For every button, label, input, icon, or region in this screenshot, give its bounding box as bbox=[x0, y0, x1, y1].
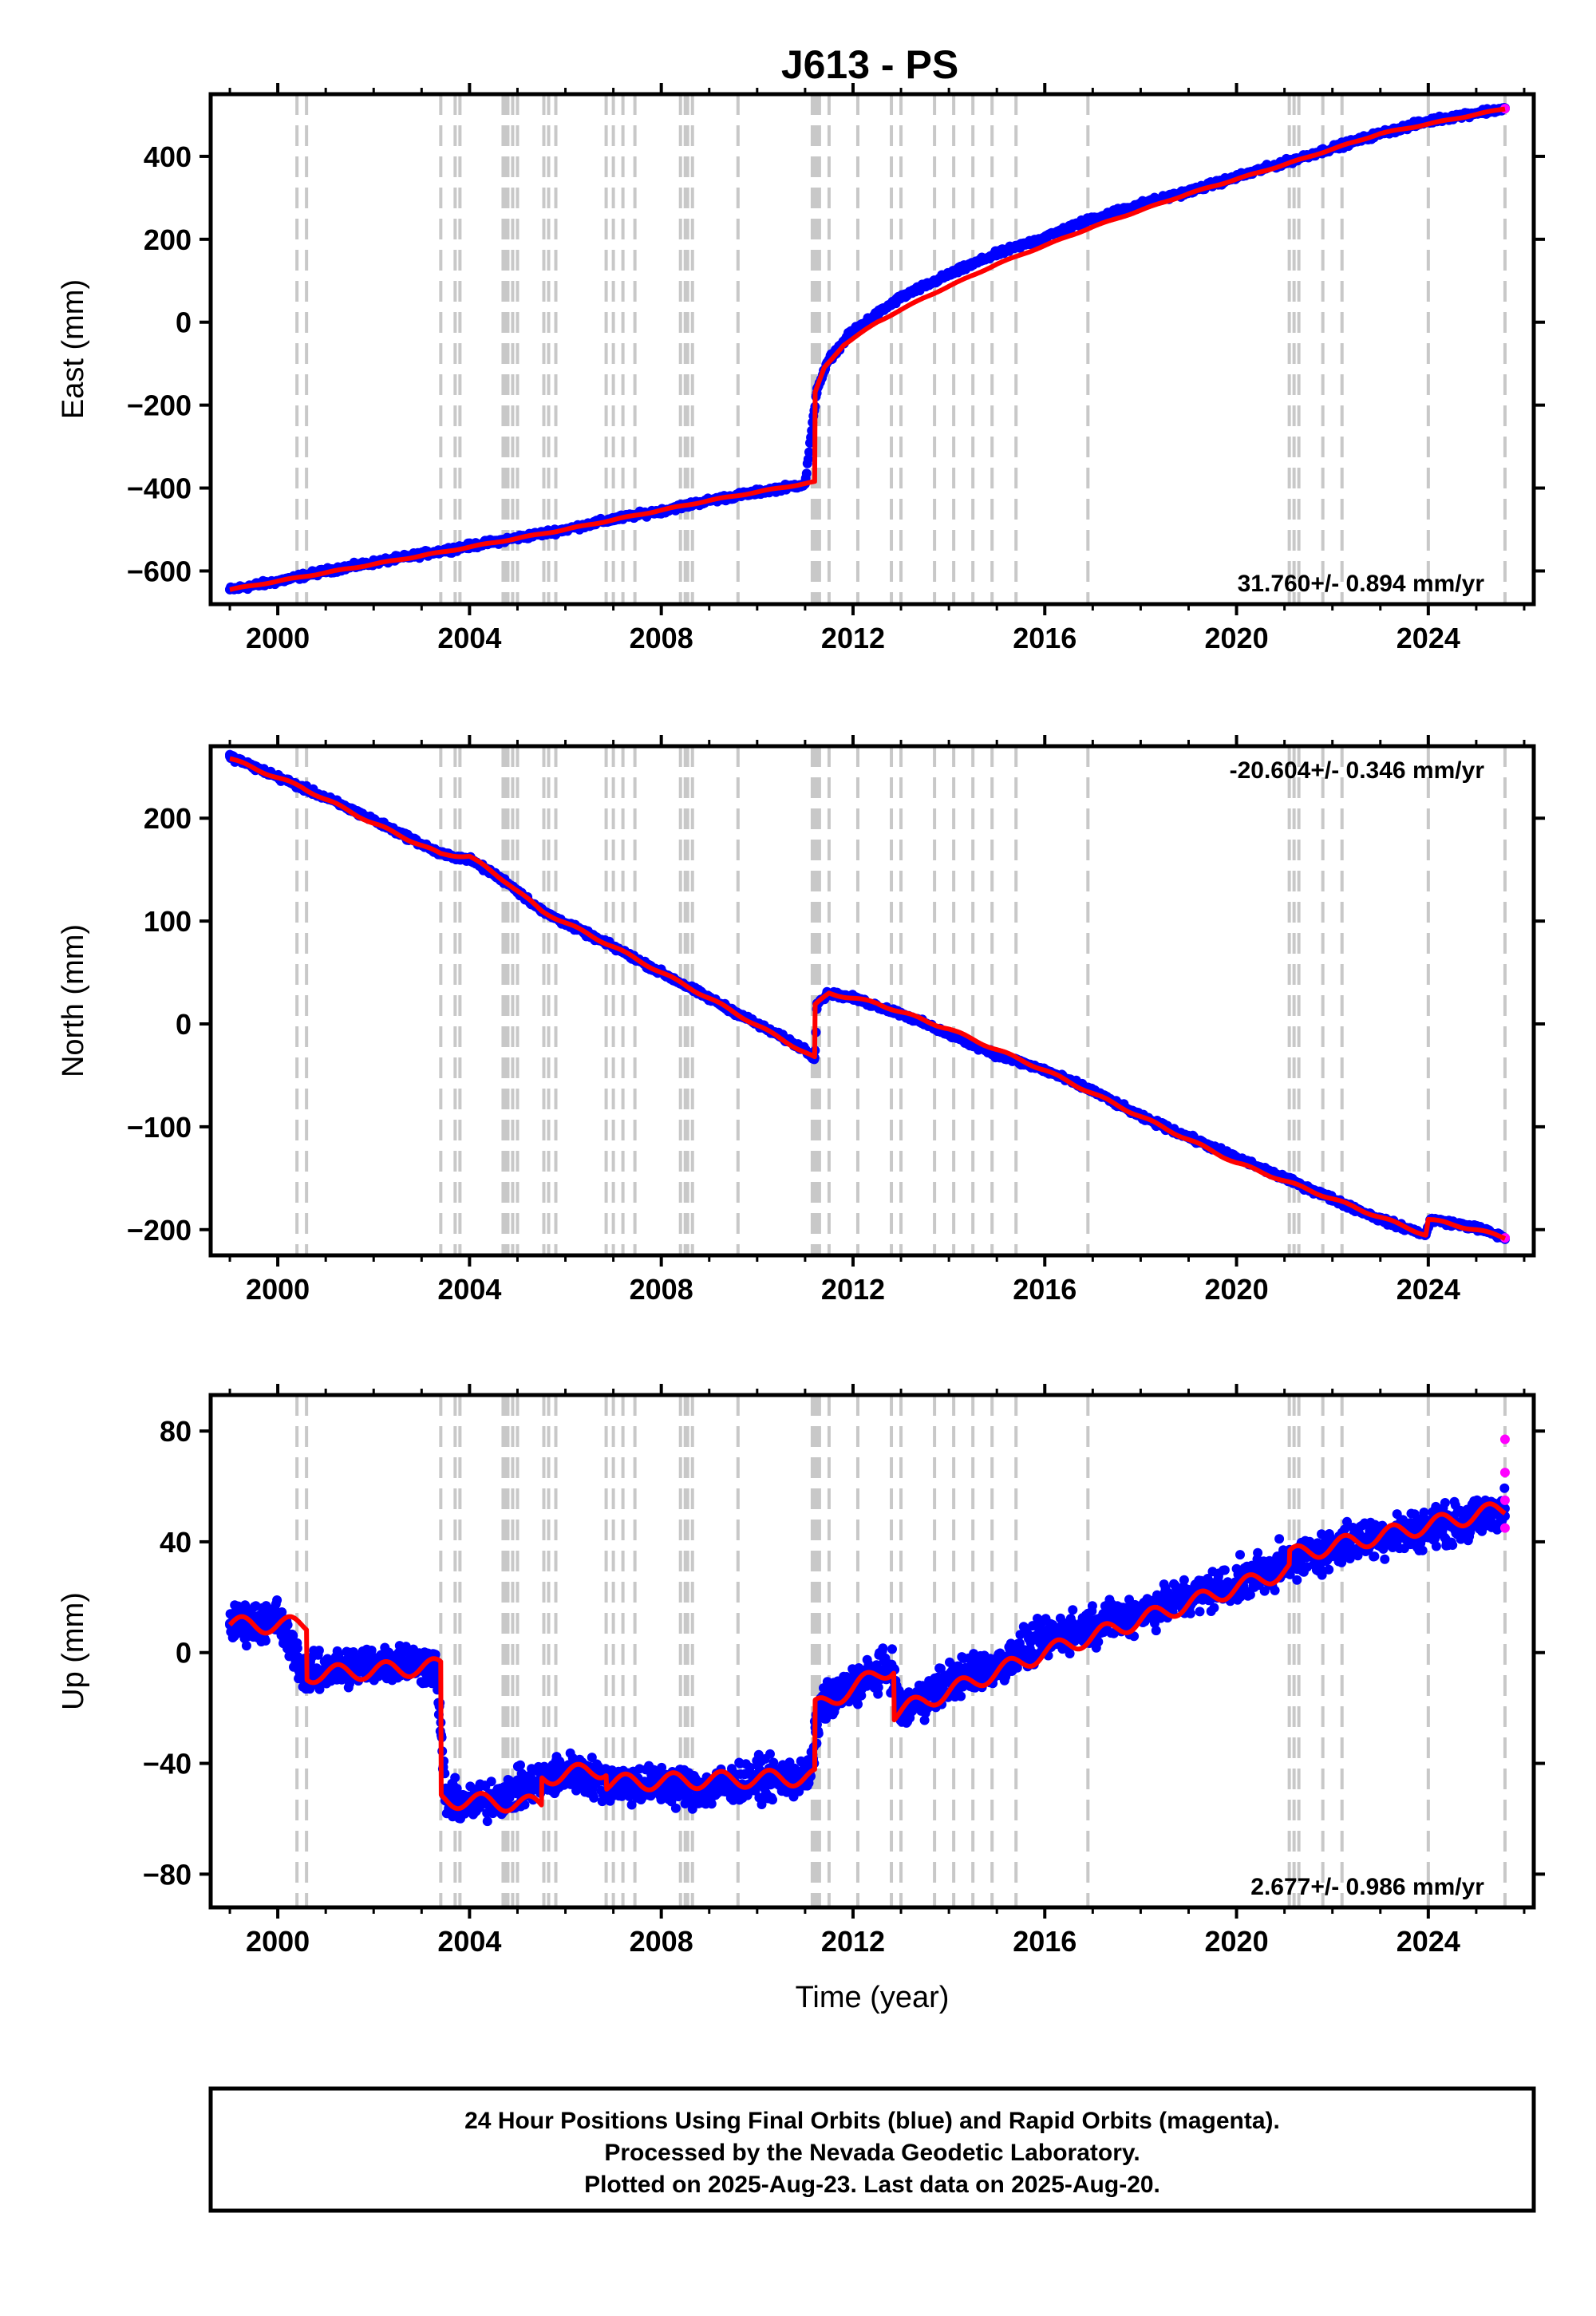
data-point bbox=[768, 1757, 779, 1768]
data-point bbox=[935, 1663, 946, 1674]
data-point bbox=[1087, 1601, 1097, 1611]
final-orbit-series bbox=[225, 1483, 1510, 1827]
data-point bbox=[626, 1800, 637, 1810]
y-tick-label: −100 bbox=[127, 1111, 192, 1144]
velocity-annotation: 31.760+/- 0.894 mm/yr bbox=[1238, 571, 1485, 597]
data-point bbox=[801, 468, 812, 479]
data-point bbox=[519, 1800, 530, 1810]
data-point bbox=[803, 454, 813, 464]
y-axis-label: East (mm) bbox=[57, 279, 90, 419]
x-tick-label: 2000 bbox=[246, 1273, 310, 1306]
y-tick-label: 200 bbox=[144, 223, 192, 256]
east-panel: 2000 2004 2008 2012 2016 2020 2024−600−400−200… bbox=[57, 83, 1545, 654]
x-tick-label: 2024 bbox=[1396, 622, 1460, 654]
data-point bbox=[516, 1760, 525, 1770]
data-point bbox=[887, 1644, 897, 1654]
data-point bbox=[452, 1784, 462, 1794]
y-tick-label: 200 bbox=[144, 802, 192, 835]
data-point bbox=[272, 1595, 282, 1605]
y-axis-label: North (mm) bbox=[57, 924, 90, 1077]
data-point bbox=[657, 1762, 667, 1773]
model-fit-line bbox=[228, 756, 1507, 1241]
data-point bbox=[768, 1795, 777, 1805]
velocity-annotation: -20.604+/- 0.346 mm/yr bbox=[1230, 757, 1485, 784]
data-point bbox=[486, 1777, 496, 1787]
y-tick-label: 0 bbox=[176, 306, 192, 339]
x-tick-label: 2000 bbox=[246, 622, 310, 654]
y-tick-label: −400 bbox=[127, 472, 192, 505]
data-point bbox=[1040, 232, 1050, 243]
data-point bbox=[1088, 213, 1098, 223]
final-orbit-series bbox=[225, 749, 1510, 1244]
data-point bbox=[847, 326, 858, 336]
data-point bbox=[1065, 1649, 1075, 1658]
data-point bbox=[804, 447, 814, 457]
data-point bbox=[1012, 1662, 1022, 1673]
x-tick-label: 2020 bbox=[1205, 1273, 1269, 1306]
data-point bbox=[992, 249, 1002, 259]
north-panel: 2000 2004 2008 2012 2016 2020 2024 −200 −100 0 100… bbox=[57, 735, 1545, 1306]
x-tick-label: 2012 bbox=[821, 1273, 885, 1306]
data-point bbox=[944, 269, 954, 279]
up-panel: 2000 2004 2008 2012 2016 2020 2024−80−4004080U… bbox=[57, 1384, 1545, 2014]
data-point bbox=[589, 1792, 599, 1803]
data-point bbox=[241, 1641, 251, 1651]
plot-frame bbox=[208, 92, 1536, 607]
data-point bbox=[956, 1691, 966, 1701]
x-tick-label: 2024 bbox=[1396, 1273, 1460, 1306]
x-tick-label: 2008 bbox=[630, 622, 693, 654]
data-point bbox=[260, 1635, 271, 1646]
data-point bbox=[366, 1646, 377, 1655]
model-fit-line bbox=[228, 106, 1507, 592]
y-tick-label: 400 bbox=[144, 140, 192, 173]
data-point bbox=[878, 1643, 888, 1654]
x-tick-label: 2016 bbox=[1013, 1273, 1077, 1306]
data-point bbox=[706, 1799, 717, 1809]
data-point bbox=[896, 292, 907, 302]
data-point bbox=[314, 1684, 325, 1694]
data-point bbox=[873, 1682, 883, 1693]
y-tick-label: 0 bbox=[176, 1008, 192, 1041]
data-point bbox=[282, 1620, 293, 1630]
data-point bbox=[292, 1643, 302, 1654]
y-tick-label: −200 bbox=[127, 1214, 192, 1247]
y-tick-label: −600 bbox=[127, 555, 192, 587]
y-tick-label: 100 bbox=[144, 905, 192, 938]
data-point bbox=[482, 1816, 492, 1827]
data-point bbox=[670, 1803, 681, 1813]
data-point bbox=[587, 1753, 597, 1763]
data-point bbox=[314, 1646, 324, 1656]
x-tick-label: 2004 bbox=[437, 622, 501, 654]
x-tick-label: 2020 bbox=[1205, 622, 1269, 654]
x-tick-label: 2004 bbox=[437, 1273, 501, 1306]
x-tick-label: 2012 bbox=[821, 622, 885, 654]
data-point bbox=[853, 1699, 863, 1709]
data-point bbox=[919, 1715, 930, 1725]
data-point bbox=[745, 1762, 755, 1773]
chart-title: J613 - PS bbox=[781, 42, 958, 87]
data-point bbox=[765, 1749, 775, 1759]
data-point bbox=[1136, 199, 1146, 209]
plot-frame bbox=[208, 744, 1536, 1258]
data-point bbox=[450, 1773, 460, 1783]
data-point bbox=[1068, 1605, 1078, 1615]
data-point bbox=[288, 1630, 298, 1641]
y-tick-label: −200 bbox=[127, 389, 192, 422]
final-orbit-series bbox=[225, 103, 1510, 595]
x-tick-label: 2008 bbox=[630, 1273, 693, 1306]
data-point bbox=[757, 1800, 767, 1809]
x-tick-label: 2016 bbox=[1013, 622, 1077, 654]
